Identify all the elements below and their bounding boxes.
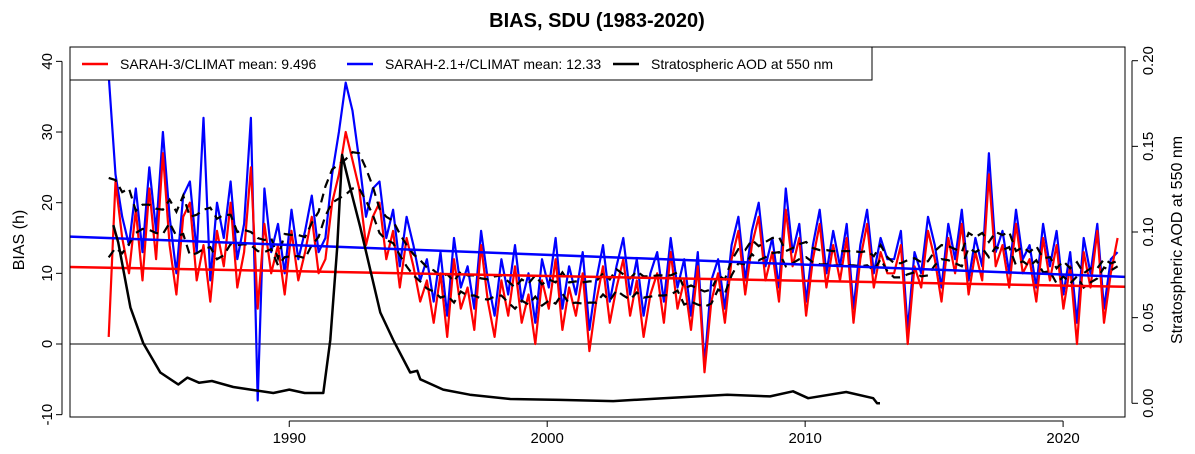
running-mean-line-sarah-3-climat (107, 187, 1119, 311)
legend-label-sarah3: SARAH-3/CLIMAT mean: 9.496 (120, 56, 317, 72)
y-tick-label: 20 (39, 194, 56, 211)
legend-label-sarah21: SARAH-2.1+/CLIMAT mean: 12.33 (385, 56, 601, 72)
x-tick-label: 2000 (531, 430, 564, 447)
y-axis-label: BIAS (h) (11, 210, 28, 270)
y-right-tick-label: 0.15 (1140, 132, 1157, 161)
series-line-sarah-3-climat (107, 130, 1119, 374)
x-tick-label: 2020 (1046, 430, 1079, 447)
y-right-tick-label: 0.20 (1140, 46, 1157, 75)
legend: SARAH-3/CLIMAT mean: 9.496 SARAH-2.1+/CL… (69, 46, 873, 81)
x-tick-label: 1990 (273, 430, 306, 447)
y-tick-label: 10 (39, 265, 56, 282)
y-right-axis-label: Stratospheric AOD at 550 nm (1169, 136, 1186, 344)
aod-line (112, 153, 880, 405)
y-right-tick-label: 0.00 (1140, 389, 1157, 418)
y-tick-label: 30 (39, 124, 56, 141)
y-right-tick-label: 0.05 (1140, 303, 1157, 332)
x-tick-label: 2010 (788, 430, 821, 447)
trend-line-sarah-3-climat (70, 265, 1125, 289)
y-right-tick-label: 0.10 (1140, 217, 1157, 246)
y-tick-label: -10 (39, 404, 56, 426)
y-tick-label: 0 (39, 340, 56, 348)
chart-title: BIAS, SDU (1983-2020) (489, 10, 705, 32)
y-tick-label: 40 (39, 53, 56, 70)
series-line-sarah-2-1-climat (107, 75, 1119, 402)
running-mean-line-sarah-2-1-climat (108, 151, 1118, 293)
legend-box (69, 46, 873, 81)
trend-line-sarah-2-1-climat (70, 235, 1125, 279)
legend-label-aod: Stratospheric AOD at 550 nm (651, 56, 833, 72)
